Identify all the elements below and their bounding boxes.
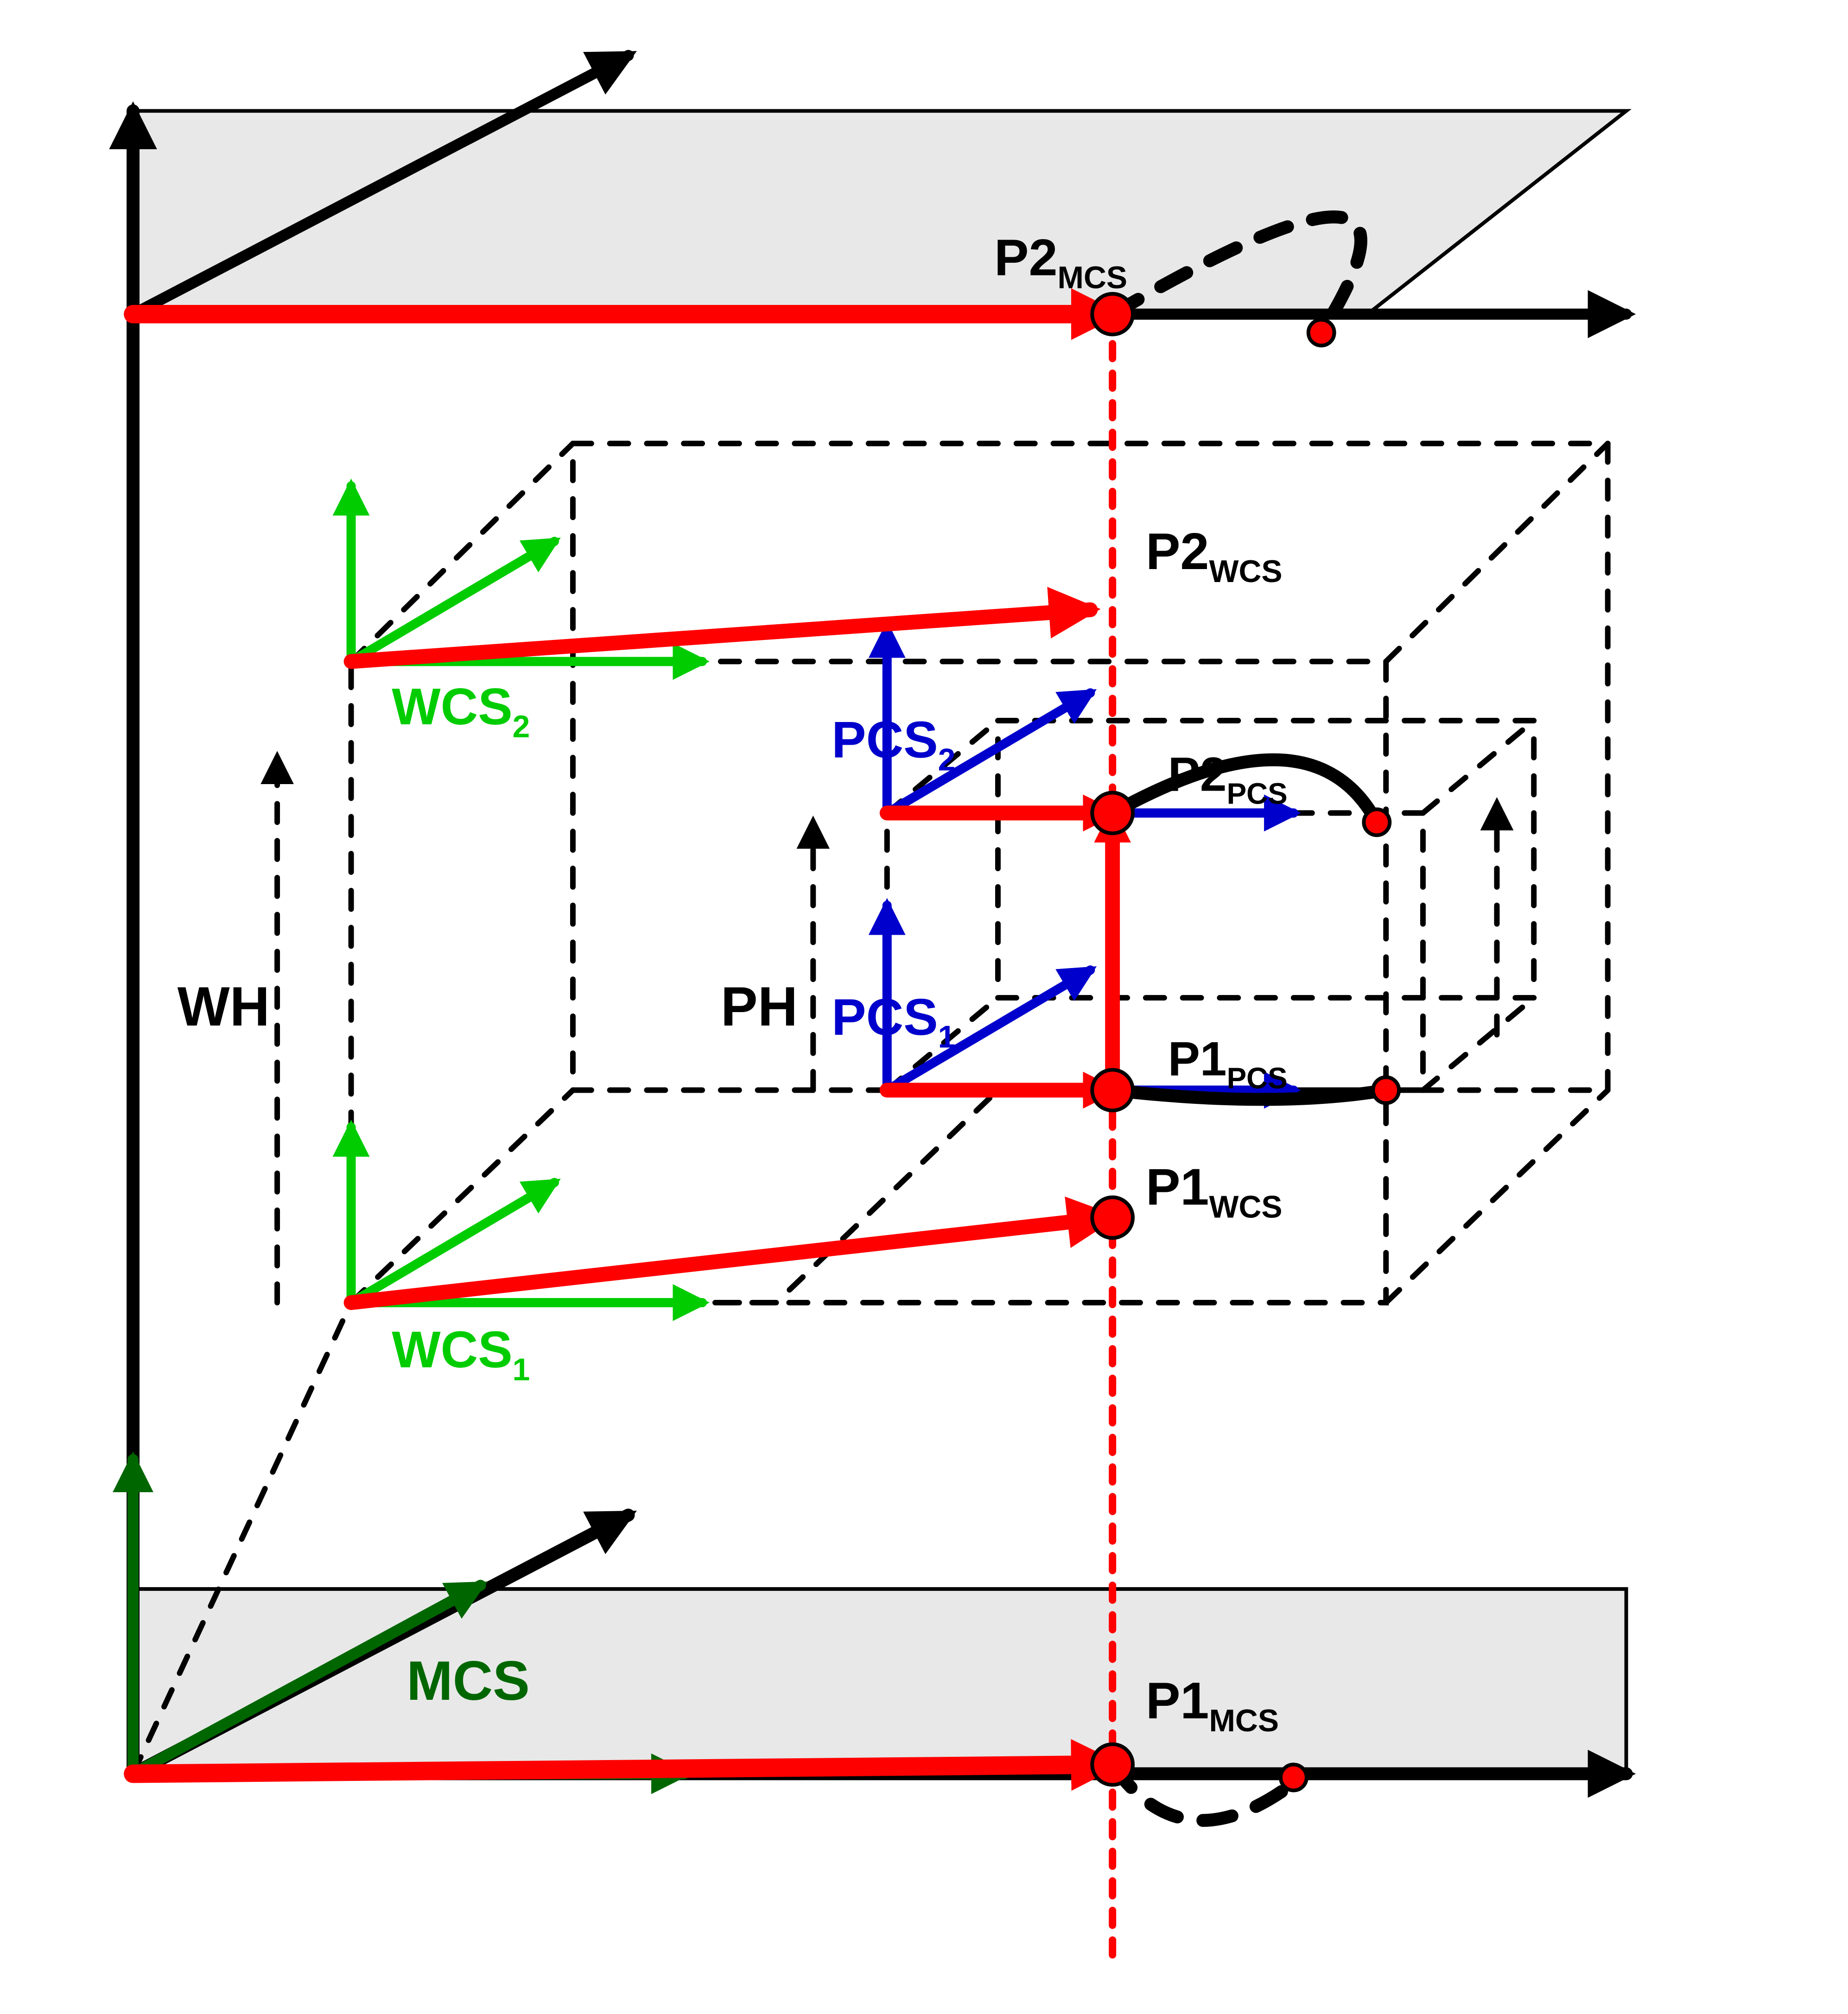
label-P2_WCS: P2WCS <box>1146 522 1283 589</box>
label-PH: PH <box>721 976 798 1038</box>
inner-box-edge-br <box>1423 998 1534 1090</box>
label-PCS2: PCS2 <box>832 711 955 778</box>
label-PCS1: PCS1 <box>832 988 955 1055</box>
bottom-plane <box>133 1589 1626 1774</box>
red-vec-p2-wcs <box>351 610 1091 662</box>
label-WCS2: WCS2 <box>392 678 530 744</box>
inner-box-front <box>887 813 1423 1090</box>
label-WCS1: WCS1 <box>392 1320 530 1387</box>
label-P1_WCS: P1WCS <box>1146 1158 1283 1225</box>
label-P1_PCS: P1PCS <box>1168 1032 1288 1095</box>
top-plane <box>133 111 1626 314</box>
label-WH: WH <box>178 976 270 1038</box>
label-MCS: MCS <box>406 1650 530 1712</box>
red-vec-p1-mcs <box>133 1765 1112 1774</box>
coordinate-system-diagram: MCSWCS1WCS2PCS1PCS2P1MCSP2MCSP1WCSP2WCSP… <box>0 0 1848 2014</box>
outer-box-edge-br <box>1386 1090 1607 1303</box>
inner-box-edge-tr <box>1423 721 1534 813</box>
outer-box-edge-tr <box>1386 443 1607 661</box>
